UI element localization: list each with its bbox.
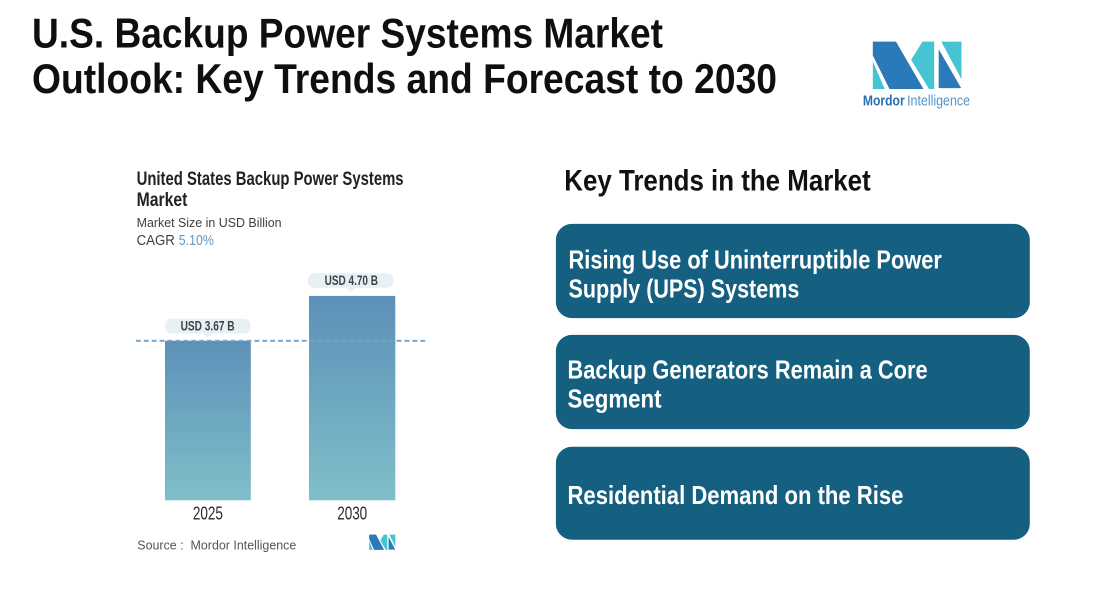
svg-text:5.10%: 5.10%	[179, 233, 214, 249]
svg-text:Mordor: Mordor	[863, 94, 905, 110]
svg-text:Rising Use of Uninterruptible: Rising Use of Uninterruptible Power	[569, 244, 942, 274]
svg-text:U.S. Backup Power Systems Mark: U.S. Backup Power Systems Market	[32, 9, 663, 56]
svg-text:United States Backup Power Sys: United States Backup Power Systems	[137, 169, 404, 190]
svg-text:Market: Market	[137, 190, 188, 211]
svg-text:Intelligence: Intelligence	[907, 94, 970, 110]
svg-text:Segment: Segment	[568, 383, 662, 413]
svg-text:Source : Mordor Intelligence: Source : Mordor Intelligence	[137, 538, 296, 552]
svg-text:USD 4.70 B: USD 4.70 B	[325, 273, 379, 288]
svg-text:Residential Demand on the Rise: Residential Demand on the Rise	[568, 480, 904, 510]
svg-text:Market Size in USD Billion: Market Size in USD Billion	[137, 216, 282, 230]
svg-text:Outlook: Key Trends and Foreca: Outlook: Key Trends and Forecast to 2030	[32, 55, 777, 102]
svg-text:2025: 2025	[193, 504, 223, 524]
svg-text:2030: 2030	[337, 504, 367, 524]
svg-text:Backup Generators Remain a Cor: Backup Generators Remain a Core	[568, 354, 928, 384]
svg-text:CAGR: CAGR	[137, 233, 175, 249]
svg-text:USD 3.67 B: USD 3.67 B	[181, 319, 235, 334]
svg-text:Key Trends in the Market: Key Trends in the Market	[564, 165, 870, 198]
svg-text:Supply (UPS) Systems: Supply (UPS) Systems	[569, 274, 800, 304]
